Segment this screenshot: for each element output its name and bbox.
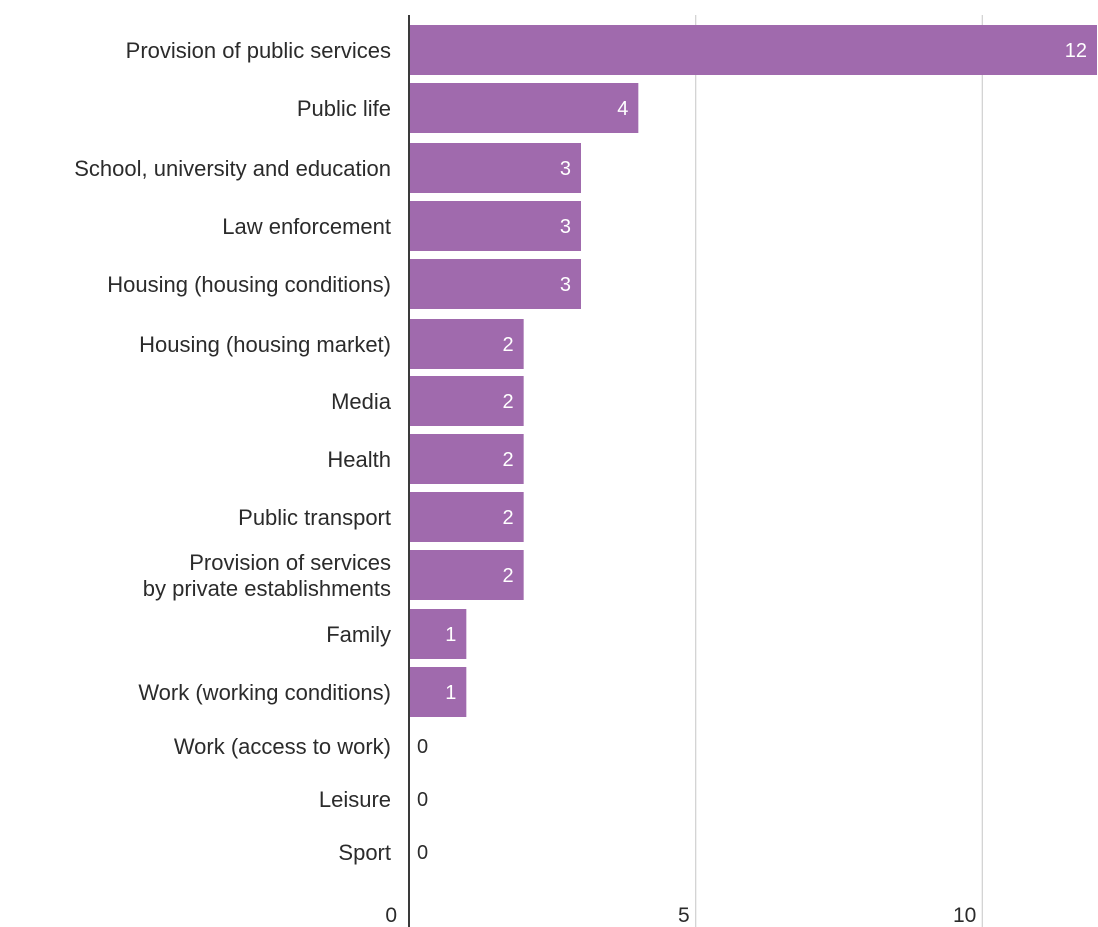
value-label-14: 0	[417, 842, 428, 864]
value-labels: 12 4 3 3 3 2 2 2 2 2 1 1 0 0 0	[417, 40, 1087, 864]
value-label-2: 3	[560, 158, 571, 180]
category-label-12: Work (access to work)	[174, 734, 391, 759]
value-label-11: 1	[445, 682, 456, 704]
value-label-1: 4	[617, 98, 628, 120]
bar-8	[409, 492, 524, 542]
bar-0	[409, 25, 1097, 75]
value-label-4: 3	[560, 274, 571, 296]
value-label-13: 0	[417, 789, 428, 811]
value-label-0: 12	[1065, 40, 1087, 62]
category-label-3: Law enforcement	[222, 214, 391, 239]
x-tick-label-10: 10	[953, 904, 976, 927]
x-tick-label-5: 5	[678, 904, 690, 927]
x-axis-ticks: 0 5 10	[385, 904, 976, 927]
grid-lines	[695, 15, 983, 927]
bar-3	[409, 201, 581, 251]
bar-5	[409, 319, 524, 369]
category-label-9: Provision of services by private establis…	[143, 550, 391, 601]
value-label-9: 2	[503, 565, 514, 587]
category-label-2: School, university and education	[74, 156, 391, 181]
bar-4	[409, 259, 581, 309]
x-tick-label-0: 0	[385, 904, 397, 927]
category-label-7: Health	[327, 447, 391, 472]
category-label-4: Housing (housing conditions)	[107, 272, 391, 297]
category-label-6: Media	[331, 389, 392, 414]
bar-7	[409, 434, 524, 484]
bar-2	[409, 143, 581, 193]
value-label-5: 2	[503, 334, 514, 356]
category-label-8: Public transport	[238, 505, 391, 530]
bar-10	[409, 609, 467, 659]
category-label-0: Provision of public services	[126, 38, 391, 63]
category-label-13: Leisure	[319, 787, 391, 812]
value-label-8: 2	[503, 507, 514, 529]
value-label-6: 2	[503, 391, 514, 413]
value-label-3: 3	[560, 216, 571, 238]
category-label-10: Family	[326, 622, 391, 647]
category-label-5: Housing (housing market)	[139, 332, 391, 357]
bar-6	[409, 376, 524, 426]
bars	[409, 25, 1097, 717]
value-label-10: 1	[445, 624, 456, 646]
bar-9	[409, 550, 524, 600]
category-label-14: Sport	[338, 840, 391, 865]
value-label-7: 2	[503, 449, 514, 471]
value-label-12: 0	[417, 736, 428, 758]
bar-11	[409, 667, 467, 717]
category-label-1: Public life	[297, 96, 391, 121]
category-labels: Provision of public services Public life S…	[74, 38, 392, 865]
category-label-11: Work (working conditions)	[138, 680, 391, 705]
bar-1	[409, 83, 639, 133]
